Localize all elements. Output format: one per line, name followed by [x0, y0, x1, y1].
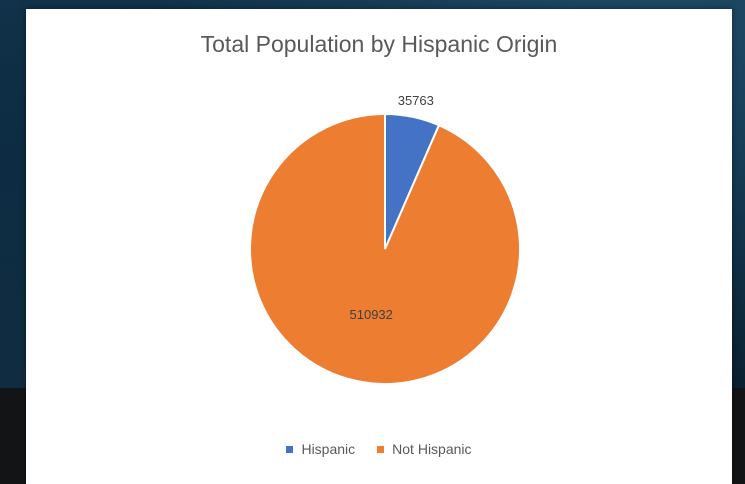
pie-chart[interactable]: 35763 510932 [26, 9, 732, 484]
pie-slices [249, 112, 521, 385]
data-label-hispanic: 35763 [398, 93, 434, 108]
legend-label-hispanic: Hispanic [301, 441, 356, 457]
chart-card[interactable]: Total Population by Hispanic Origin 3576… [26, 9, 732, 484]
chart-legend: Hispanic Not Hispanic [26, 441, 732, 457]
legend-swatch-hispanic [286, 445, 294, 453]
legend-item-hispanic[interactable]: Hispanic [286, 441, 355, 457]
pie-data-labels: 35763 510932 [350, 93, 434, 322]
data-label-not-hispanic: 510932 [350, 307, 393, 322]
legend-label-not-hispanic: Not Hispanic [392, 441, 472, 457]
pie-slice-not-hispanic[interactable] [249, 112, 521, 385]
legend-swatch-not-hispanic [377, 445, 385, 453]
legend-item-not-hispanic[interactable]: Not Hispanic [377, 441, 472, 457]
chart-title: Total Population by Hispanic Origin [200, 31, 558, 57]
